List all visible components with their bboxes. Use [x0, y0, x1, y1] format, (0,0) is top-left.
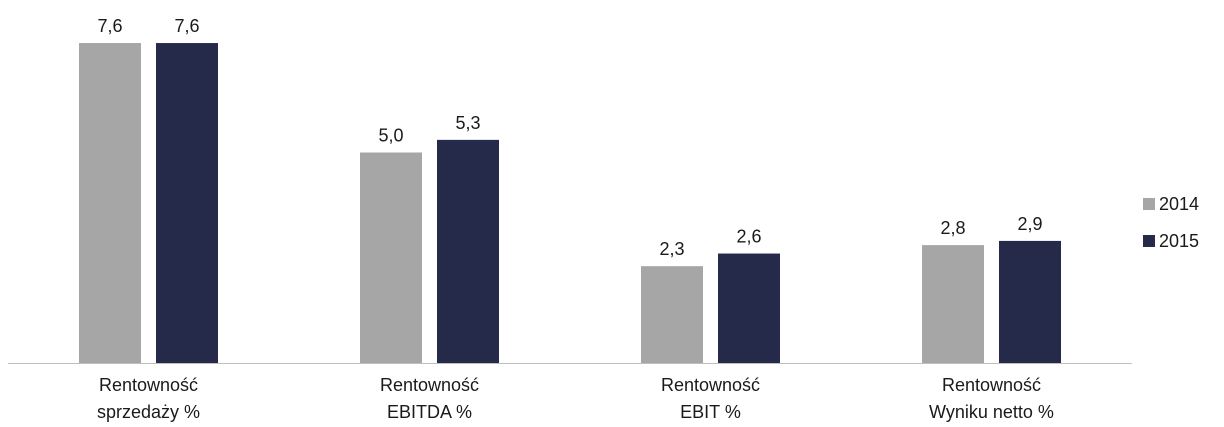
- category-label-3: Rentowność Wyniku netto %: [929, 375, 1054, 422]
- legend: 2014 2015: [1143, 194, 1199, 251]
- data-label-2014-0: 7,6: [97, 16, 122, 36]
- data-label-2014-2: 2,3: [659, 239, 684, 259]
- category-label-0: Rentowność sprzedaży %: [97, 375, 200, 422]
- data-label-2015-0: 7,6: [174, 16, 199, 36]
- legend-swatch-2015: [1143, 235, 1155, 247]
- bars-group: [79, 43, 1061, 363]
- data-label-2015-1: 5,3: [455, 113, 480, 133]
- bar-2014-3: [922, 245, 984, 363]
- bar-2014-1: [360, 152, 422, 363]
- legend-label-2015: 2015: [1159, 231, 1199, 251]
- bar-2015-2: [718, 253, 780, 363]
- legend-swatch-2014: [1143, 198, 1155, 210]
- legend-label-2014: 2014: [1159, 194, 1199, 214]
- data-label-2014-1: 5,0: [378, 126, 403, 146]
- data-label-2015-2: 2,6: [736, 227, 761, 247]
- category-label-1: Rentowność EBITDA %: [380, 375, 479, 422]
- data-labels-group: 7,6 7,6 5,0 5,3 2,3 2,6 2,8 2,9: [97, 16, 1042, 259]
- bar-2015-1: [437, 139, 499, 363]
- bar-2014-2: [641, 266, 703, 363]
- category-label-2: Rentowność EBIT %: [661, 375, 760, 422]
- bar-2015-0: [156, 43, 218, 363]
- bar-2015-3: [999, 240, 1061, 363]
- category-labels-group: Rentowność sprzedaży % Rentowność EBITDA % R…: [97, 375, 1054, 422]
- bar-2014-0: [79, 43, 141, 363]
- data-label-2014-3: 2,8: [940, 218, 965, 238]
- data-label-2015-3: 2,9: [1017, 214, 1042, 234]
